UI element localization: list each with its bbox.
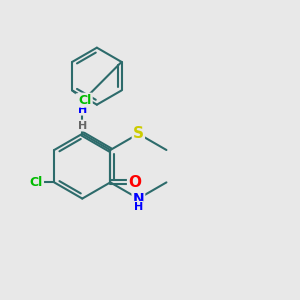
- Text: H: H: [78, 105, 87, 115]
- Text: N: N: [133, 192, 144, 206]
- Text: Cl: Cl: [30, 176, 43, 189]
- Text: H: H: [134, 202, 143, 212]
- Text: O: O: [128, 175, 141, 190]
- Text: N: N: [76, 94, 88, 108]
- Text: S: S: [133, 126, 144, 141]
- Text: H: H: [78, 121, 87, 130]
- Text: Cl: Cl: [79, 94, 92, 106]
